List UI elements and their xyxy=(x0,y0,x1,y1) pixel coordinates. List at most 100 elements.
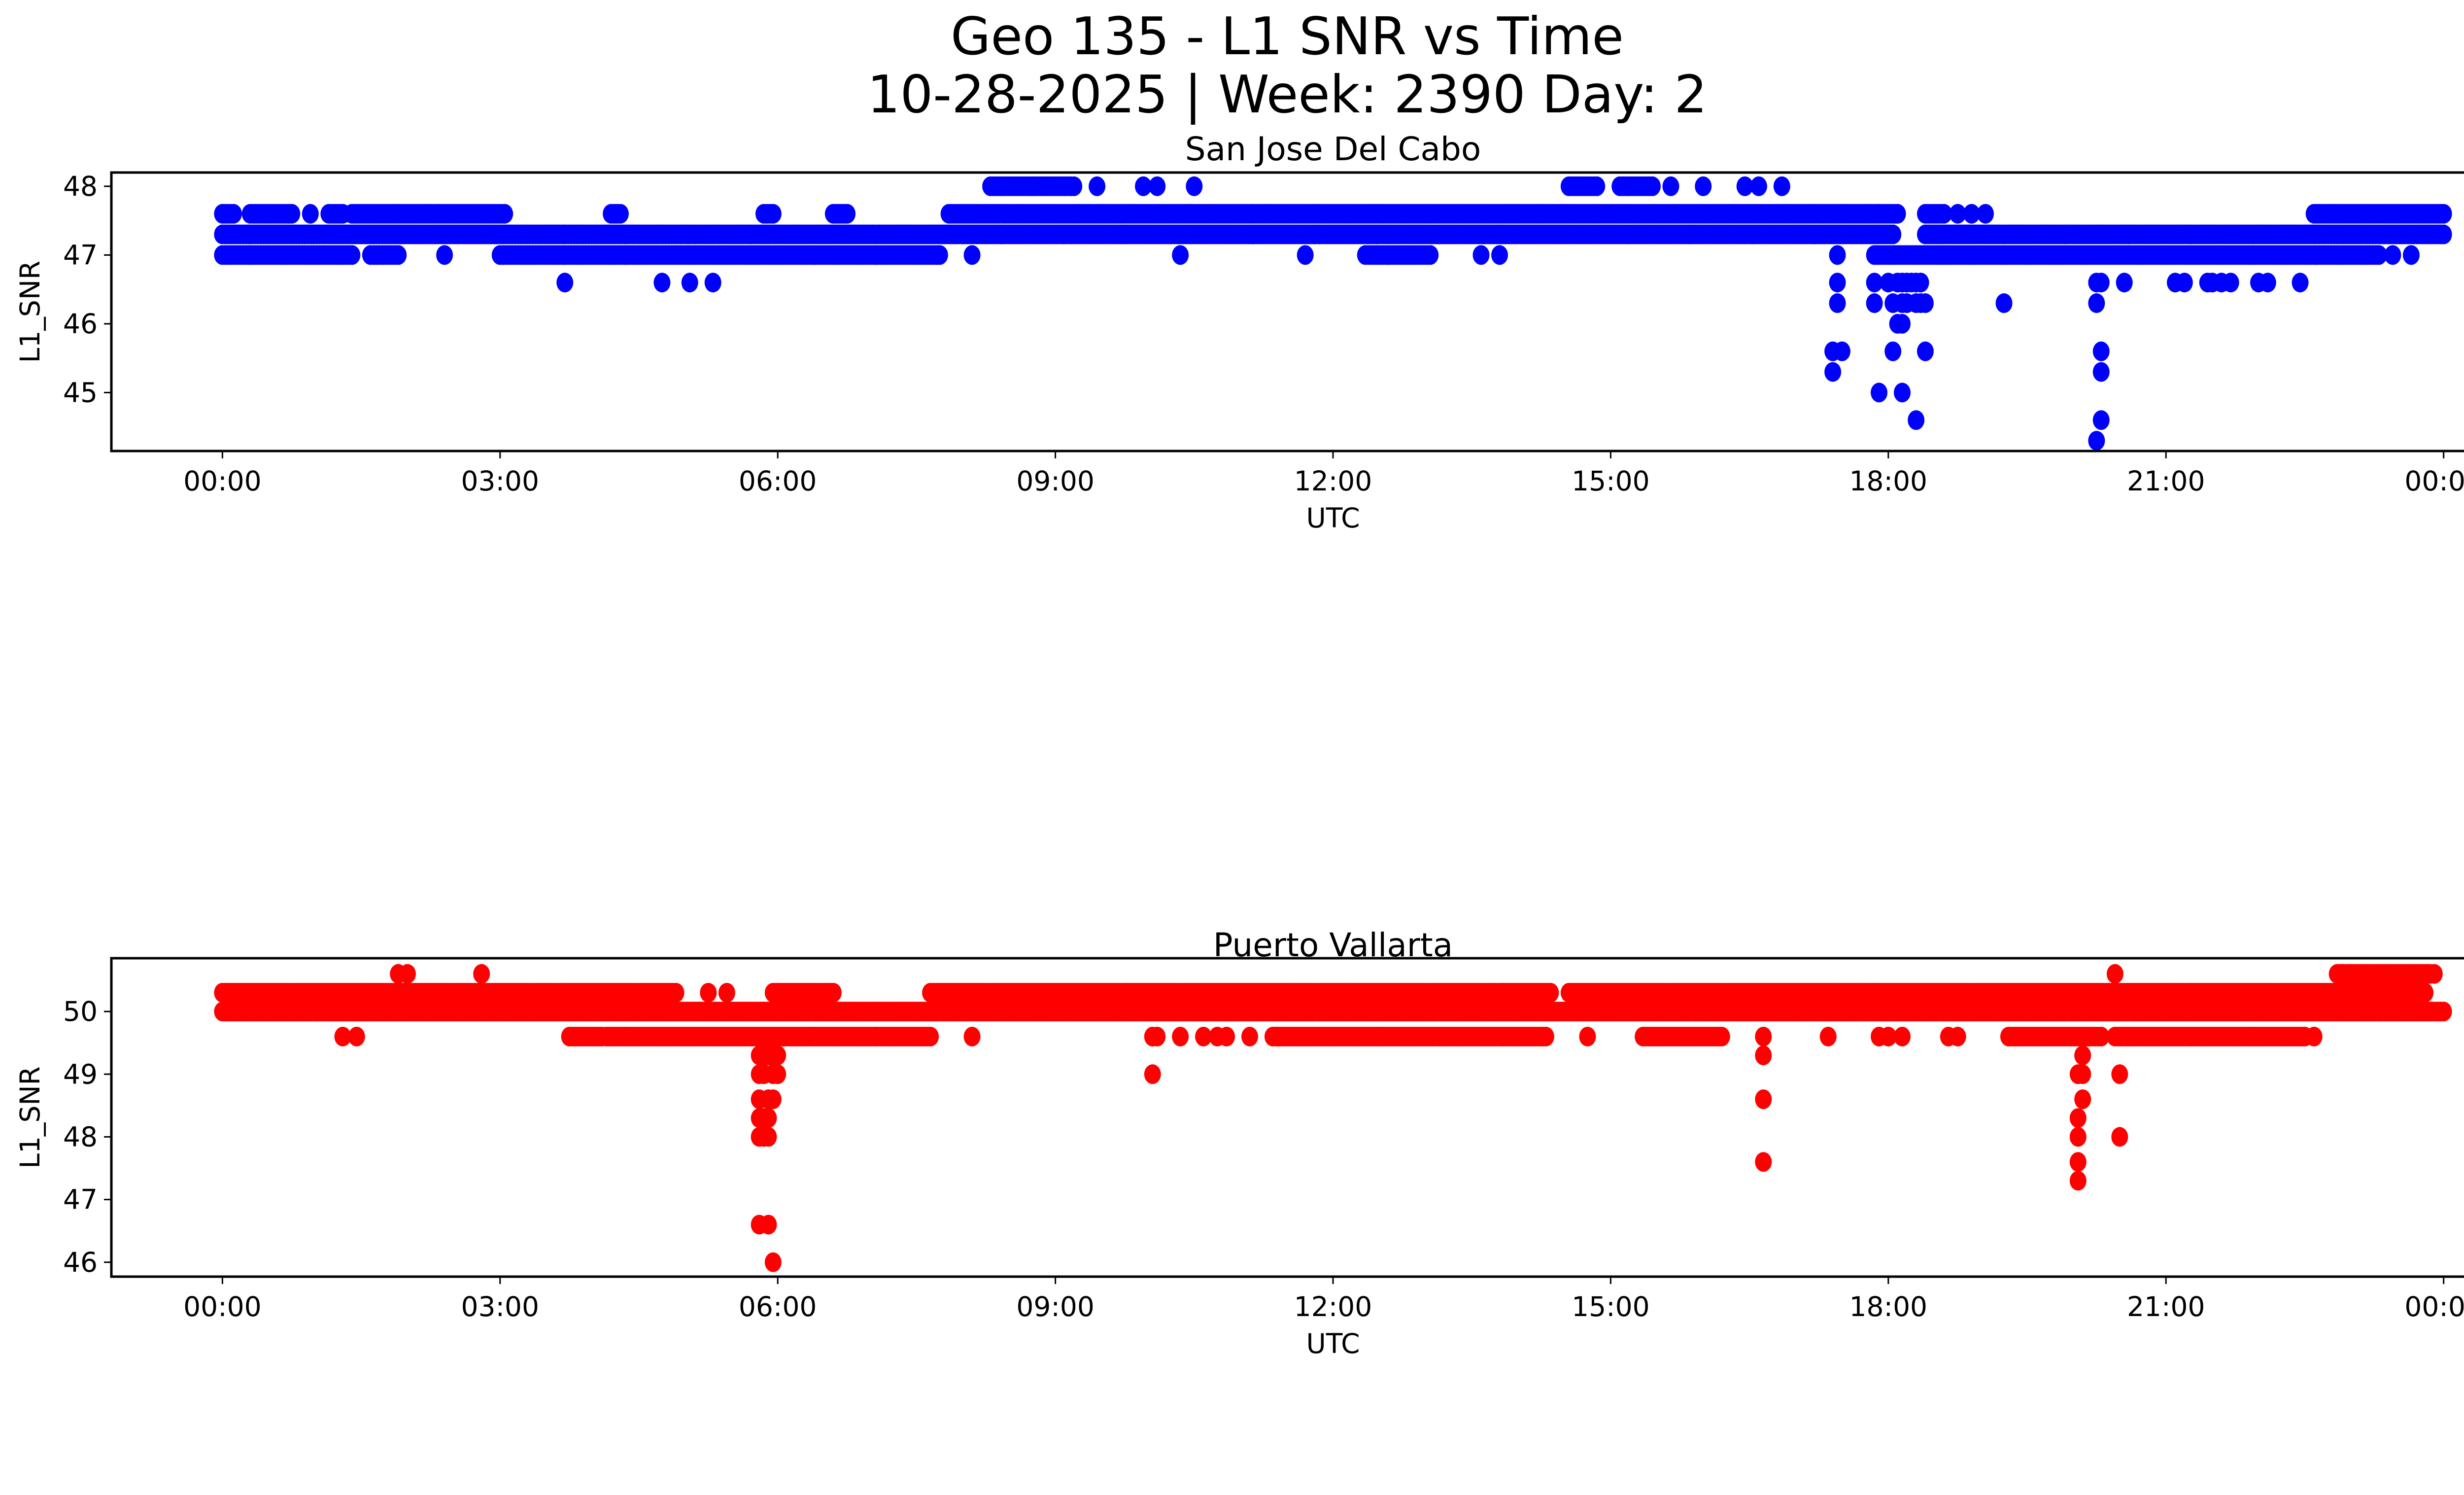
data-point xyxy=(839,204,856,224)
y-tick-label: 48 xyxy=(63,171,98,202)
data-point xyxy=(1750,176,1767,196)
data-point xyxy=(2259,273,2276,293)
data-point xyxy=(1889,204,1906,224)
y-axis-label-puerto-vallarta: L1_SNR xyxy=(14,1066,46,1168)
y-axis-label-san-jose-del-cabo: L1_SNR xyxy=(14,261,46,363)
data-point xyxy=(1172,1026,1189,1046)
data-point xyxy=(1195,1026,1212,1046)
data-point xyxy=(1977,204,1994,224)
data-point xyxy=(1833,341,1850,361)
data-point xyxy=(1135,176,1152,196)
data-point xyxy=(2402,245,2420,265)
data-point xyxy=(1542,982,1559,1003)
x-tick-label: 12:00 xyxy=(1294,465,1372,497)
data-point xyxy=(2088,293,2105,313)
y-tick-label: 47 xyxy=(63,239,98,271)
plot-frame-san-jose-del-cabo xyxy=(110,171,2464,452)
x-tick-label: 00:00 xyxy=(183,465,262,497)
chart-subtitle: 10-28-2025 | Week: 2390 Day: 2 xyxy=(867,65,1708,125)
data-point xyxy=(1916,293,1934,313)
data-point xyxy=(760,1127,777,1147)
data-point xyxy=(1893,1026,1911,1046)
data-point xyxy=(2092,410,2110,430)
y-tick-label: 49 xyxy=(63,1058,98,1090)
data-point xyxy=(2111,1064,2128,1084)
data-point xyxy=(2426,964,2443,984)
data-point xyxy=(436,245,453,265)
y-tick-label: 50 xyxy=(63,996,98,1027)
data-point xyxy=(1755,1026,1772,1046)
data-point xyxy=(2384,245,2401,265)
data-point xyxy=(1695,176,1712,196)
data-point xyxy=(1880,1026,1897,1046)
x-tick-label: 03:00 xyxy=(461,1291,540,1322)
data-point xyxy=(2069,1127,2087,1147)
data-point xyxy=(704,273,721,293)
x-tick-label: 09:00 xyxy=(1016,1291,1095,1322)
data-point xyxy=(764,1252,782,1272)
data-point xyxy=(2116,273,2133,293)
data-point xyxy=(1713,1026,1730,1046)
data-point xyxy=(2305,1026,2323,1046)
x-tick-label: 03:00 xyxy=(461,465,540,497)
data-point xyxy=(653,273,671,293)
data-point xyxy=(2069,1171,2087,1191)
data-point xyxy=(2435,1002,2452,1022)
x-tick-label: 06:00 xyxy=(739,1291,817,1322)
y-tick-label: 46 xyxy=(63,1247,98,1278)
data-point xyxy=(760,1215,777,1235)
scatter-marks-puerto-vallarta xyxy=(214,964,2452,1272)
y-tick-label: 45 xyxy=(63,377,98,408)
data-point xyxy=(399,964,416,984)
plot-frame-puerto-vallarta xyxy=(110,957,2464,1278)
data-point xyxy=(1866,273,1883,293)
data-point xyxy=(1829,245,1846,265)
data-point xyxy=(556,273,574,293)
data-point xyxy=(2111,1127,2128,1147)
y-axis-ticks-san-jose-del-cabo: 45 46 47 48 xyxy=(63,171,111,408)
data-point xyxy=(1829,273,1846,293)
x-tick-label: 06:00 xyxy=(739,465,817,497)
data-point xyxy=(1995,293,2013,313)
panel-san-jose-del-cabo: San Jose Del Cabo 45 46 47 48 00:00 03:00 06:… xyxy=(14,130,2464,534)
data-point xyxy=(1893,382,1911,403)
data-point xyxy=(1829,293,1846,313)
data-point xyxy=(2417,982,2434,1003)
data-point xyxy=(2088,431,2105,451)
data-point xyxy=(390,245,407,265)
data-point xyxy=(348,1026,365,1046)
data-point xyxy=(1908,410,1925,430)
data-point xyxy=(963,245,981,265)
data-point xyxy=(764,1089,782,1110)
data-point xyxy=(2106,964,2123,984)
data-point xyxy=(2074,1089,2091,1110)
data-point xyxy=(1871,382,1888,403)
data-point xyxy=(760,1108,777,1128)
x-axis-label-san-jose-del-cabo: UTC xyxy=(1306,502,1360,534)
x-tick-label: 00:00 xyxy=(2404,465,2464,497)
data-point xyxy=(922,1026,939,1046)
data-point xyxy=(681,273,698,293)
data-point xyxy=(2342,964,2360,984)
x-tick-label: 12:00 xyxy=(1294,1291,1372,1322)
data-point xyxy=(1297,245,1314,265)
data-point xyxy=(1736,176,1753,196)
data-point xyxy=(1949,1026,1966,1046)
data-point xyxy=(824,982,842,1003)
data-point xyxy=(1472,245,1490,265)
y-tick-label: 48 xyxy=(63,1121,98,1152)
data-point xyxy=(1912,273,1929,293)
data-point xyxy=(2222,273,2239,293)
data-point xyxy=(1662,176,1679,196)
data-point xyxy=(2435,224,2452,244)
data-point xyxy=(1935,204,1952,224)
data-point xyxy=(2176,273,2193,293)
data-point xyxy=(718,982,735,1003)
data-point xyxy=(1884,341,1902,361)
data-point xyxy=(1144,1064,1161,1084)
data-point xyxy=(302,204,319,224)
data-point xyxy=(2292,273,2309,293)
scatter-marks-san-jose-del-cabo xyxy=(214,176,2452,451)
data-point xyxy=(1866,293,1883,313)
